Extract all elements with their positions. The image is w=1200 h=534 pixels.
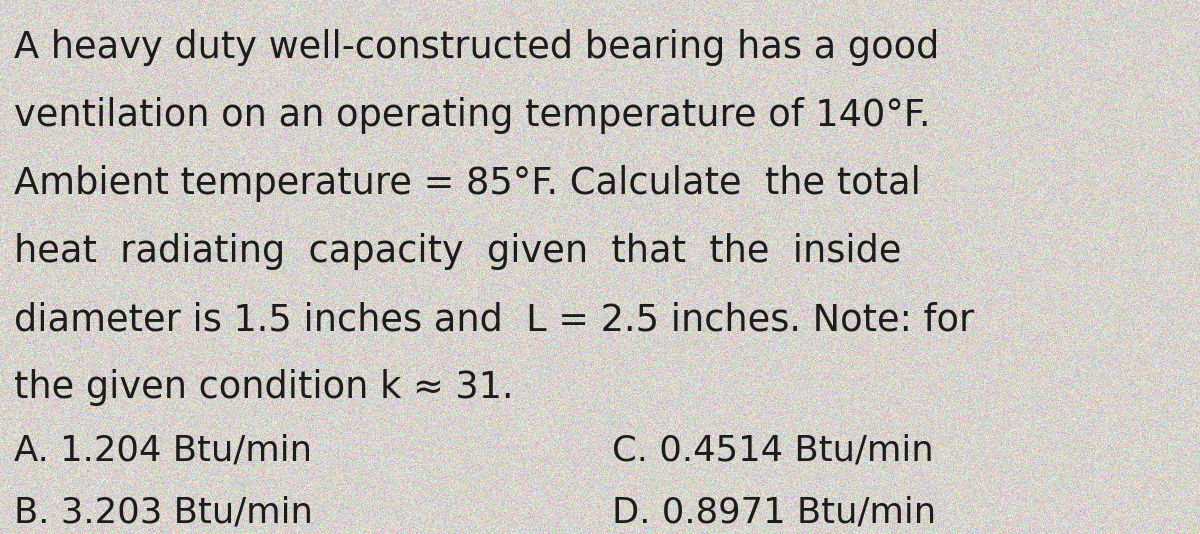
- Text: heat  radiating  capacity  given  that  the  inside: heat radiating capacity given that the i…: [14, 233, 902, 270]
- Text: C. 0.4514 Btu/min: C. 0.4514 Btu/min: [612, 434, 934, 467]
- Text: A heavy duty well-constructed bearing has a good: A heavy duty well-constructed bearing ha…: [14, 29, 940, 66]
- Text: A. 1.204 Btu/min: A. 1.204 Btu/min: [14, 434, 312, 467]
- Text: ventilation on an operating temperature of 140°F.: ventilation on an operating temperature …: [14, 97, 931, 135]
- Text: D. 0.8971 Btu/min: D. 0.8971 Btu/min: [612, 496, 936, 529]
- Text: the given condition k ≈ 31.: the given condition k ≈ 31.: [14, 370, 514, 406]
- Text: Ambient temperature = 85°F. Calculate  the total: Ambient temperature = 85°F. Calculate th…: [14, 166, 922, 202]
- Text: B. 3.203 Btu/min: B. 3.203 Btu/min: [14, 496, 313, 529]
- Text: diameter is 1.5 inches and  L = 2.5 inches. Note: for: diameter is 1.5 inches and L = 2.5 inche…: [14, 301, 974, 339]
